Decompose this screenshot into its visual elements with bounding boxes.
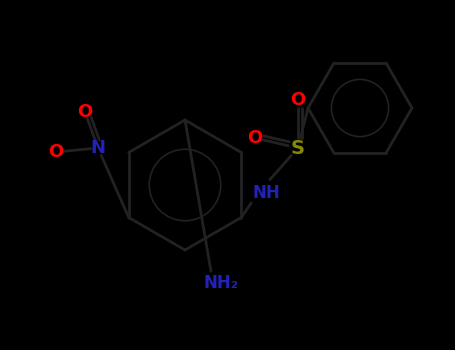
Text: NH: NH bbox=[252, 184, 280, 202]
Text: N: N bbox=[91, 139, 106, 157]
Text: O: O bbox=[48, 143, 64, 161]
Text: O: O bbox=[248, 129, 263, 147]
Text: O: O bbox=[290, 91, 306, 109]
Text: NH₂: NH₂ bbox=[203, 274, 238, 292]
Text: O: O bbox=[77, 103, 93, 121]
Text: S: S bbox=[291, 139, 305, 158]
